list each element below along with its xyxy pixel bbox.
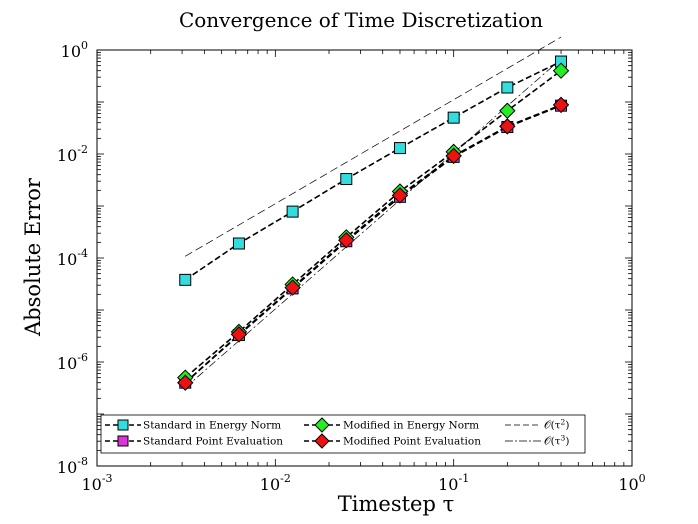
y-axis-label: Absolute Error	[21, 177, 45, 337]
legend-label-modified-point: Modified Point Evaluation	[343, 436, 481, 448]
legend-item-order-2: 𝒪(τ2)	[505, 418, 569, 432]
x-tick-label: 10-2	[260, 472, 291, 494]
legend-label-modified-energy: Modified in Energy Norm	[343, 420, 479, 432]
x-tick-label: 100	[618, 472, 645, 494]
reference-line-order-2	[185, 36, 562, 257]
series-line-3	[184, 104, 562, 384]
data-point-series-3	[445, 147, 462, 165]
y-tick-label: 100	[61, 39, 88, 61]
legend-marker-standard-point	[117, 435, 129, 447]
legend-item-modified-energy: Modified in Energy Norm	[304, 417, 479, 433]
legend-item-standard-point: Standard Point Evaluation	[105, 435, 283, 448]
data-point-series-0	[232, 237, 245, 250]
y-tick-label: 10-2	[57, 143, 88, 165]
legend-item-standard-energy: Standard in Energy Norm	[105, 419, 281, 432]
series-line-0	[184, 60, 562, 281]
y-tick-label: 10-4	[57, 247, 88, 269]
data-point-series-3	[552, 96, 570, 114]
data-point-series-3	[177, 374, 194, 391]
data-point-series-3	[230, 326, 248, 343]
data-point-series-3	[284, 279, 301, 296]
data-point-series-0	[179, 273, 192, 286]
legend-label-order-2: 𝒪(τ2)	[544, 418, 569, 432]
plot-area: 10-3 10-2 10-1 100 10-8 10-6 10-4 10-2 100	[57, 36, 646, 494]
legend-box	[100, 414, 586, 454]
data-point-series-0	[340, 173, 353, 186]
reference-line-order-3	[185, 58, 562, 388]
data-point-series-0	[501, 81, 514, 94]
data-point-series-2	[552, 62, 570, 79]
legend-marker-standard-energy	[117, 419, 129, 431]
x-tick-label: 10-3	[81, 472, 112, 494]
y-tick-label: 10-6	[57, 351, 88, 373]
legend-label-order-3: 𝒪(τ3)	[544, 434, 569, 448]
x-axis-label: Timestep τ	[338, 492, 454, 516]
y-tick-label: 10-8	[57, 455, 88, 477]
legend-item-order-3: 𝒪(τ3)	[505, 434, 569, 448]
series-line-2	[184, 70, 562, 379]
legend-item-modified-point: Modified Point Evaluation	[304, 433, 481, 449]
legend-marker-modified-energy	[314, 417, 330, 433]
data-point-series-0	[393, 142, 406, 155]
data-point-series-3	[338, 231, 355, 249]
legend-marker-modified-point	[314, 433, 330, 449]
chart-title: Convergence of Time Discretization	[179, 8, 543, 32]
x-tick-label: 10-1	[438, 472, 469, 494]
legend-label-standard-energy: Standard in Energy Norm	[143, 420, 281, 432]
data-point-series-0	[286, 205, 299, 218]
data-point-series-3	[391, 187, 409, 204]
legend-label-standard-point: Standard Point Evaluation	[143, 436, 283, 448]
plot-frame	[96, 49, 633, 467]
legend: Standard in Energy Norm Standard Point E…	[100, 414, 586, 454]
data-point-series-0	[447, 111, 460, 124]
data-point-series-3	[499, 118, 516, 135]
